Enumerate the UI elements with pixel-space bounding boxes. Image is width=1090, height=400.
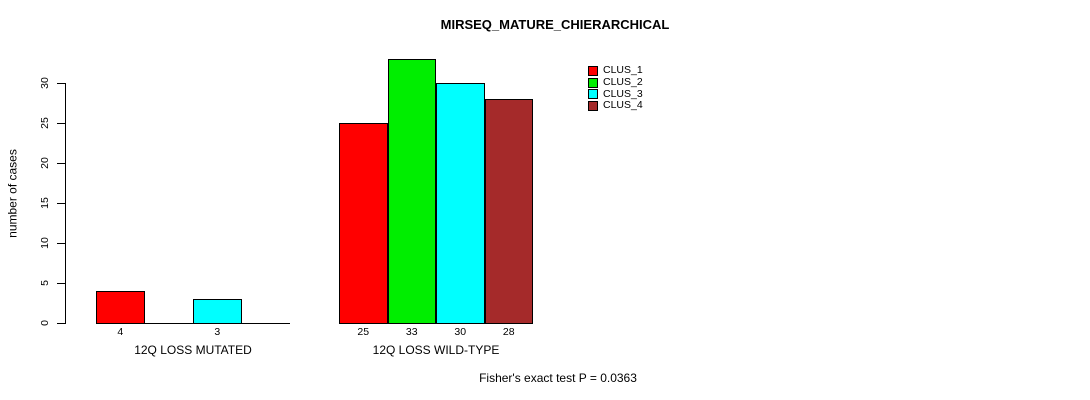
y-tick-label: 30 [39, 77, 51, 89]
bar-clus_1 [339, 123, 388, 324]
legend-label: CLUS_2 [603, 76, 643, 89]
y-tick-label: 20 [39, 157, 51, 169]
y-tick-mark [57, 203, 65, 204]
legend-label: CLUS_1 [603, 64, 643, 77]
legend-swatch [588, 100, 598, 111]
x-category-label: 12Q LOSS WILD-TYPE [372, 343, 500, 357]
y-axis-label: number of cases [5, 149, 20, 238]
bar-value-label: 25 [357, 326, 370, 338]
bar-clus_4 [484, 99, 533, 324]
annotation-text: Fisher's exact test P = 0.0363 [479, 371, 637, 385]
bar-clus_2 [387, 59, 436, 324]
legend-row: CLUS_2 [588, 77, 643, 89]
bar-clus_3 [436, 83, 485, 324]
y-tick-label: 15 [39, 197, 51, 209]
y-tick-label: 0 [39, 320, 51, 326]
bar-clus_3 [193, 299, 242, 324]
legend-label: CLUS_3 [603, 87, 643, 100]
y-tick-mark [57, 323, 65, 324]
legend-swatch [588, 77, 598, 88]
y-tick-mark [57, 283, 65, 284]
y-tick-label: 5 [39, 280, 51, 286]
y-tick-mark [57, 123, 65, 124]
bar-value-label: 3 [214, 326, 221, 338]
legend-label: CLUS_4 [603, 99, 643, 112]
legend-row: CLUS_4 [588, 100, 643, 112]
y-axis-line [65, 83, 66, 324]
chart-title: MIRSEQ_MATURE_CHIERARCHICAL [440, 17, 670, 32]
legend-row: CLUS_3 [588, 88, 643, 100]
y-tick-label: 25 [39, 117, 51, 129]
bar-value-label: 4 [117, 326, 124, 338]
legend-row: CLUS_1 [588, 65, 643, 77]
legend: CLUS_1 CLUS_2 CLUS_3 CLUS_4 [588, 65, 643, 112]
y-tick-mark [57, 243, 65, 244]
legend-swatch [588, 89, 598, 100]
bar-value-label: 30 [454, 326, 467, 338]
y-tick-mark [57, 163, 65, 164]
bar-value-label: 28 [502, 326, 515, 338]
bar-value-label: 33 [405, 326, 418, 338]
bar-clus_1 [96, 291, 145, 324]
legend-swatch [588, 65, 598, 76]
y-tick-mark [57, 83, 65, 84]
y-tick-label: 10 [39, 237, 51, 249]
x-category-label: 12Q LOSS MUTATED [134, 343, 252, 357]
